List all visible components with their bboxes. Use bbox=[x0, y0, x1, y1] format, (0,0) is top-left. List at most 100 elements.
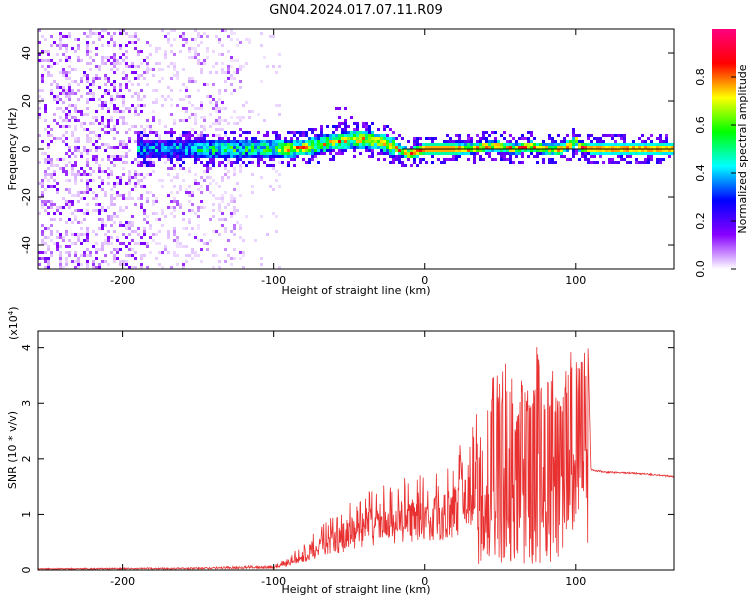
spectrogram-cell bbox=[218, 260, 221, 263]
spectrogram-cell bbox=[503, 143, 506, 146]
spectrogram-cell bbox=[308, 149, 311, 152]
y-tick-label: 40 bbox=[20, 46, 33, 60]
spectrogram-cell bbox=[152, 164, 155, 167]
spectrogram-cell bbox=[92, 197, 95, 200]
spectrogram-cell bbox=[176, 173, 179, 176]
spectrogram-cell bbox=[167, 65, 170, 68]
spectrogram-cell bbox=[59, 98, 62, 101]
spectrogram-cell bbox=[95, 149, 98, 152]
spectrogram-cell bbox=[101, 107, 104, 110]
spectrogram-cell bbox=[356, 125, 359, 128]
spectrogram-cell bbox=[485, 140, 488, 143]
spectrogram-cell bbox=[155, 140, 158, 143]
spectrogram-cell bbox=[173, 65, 176, 68]
spectrogram-cell bbox=[62, 74, 65, 77]
spectrogram-cell bbox=[230, 263, 233, 266]
spectrogram-cell bbox=[176, 137, 179, 140]
spectrogram-cell bbox=[263, 155, 266, 158]
colorbar: 0.00.20.40.60.8 Normalized spectral ampl… bbox=[694, 29, 749, 278]
spectrogram-cell bbox=[323, 146, 326, 149]
spectrogram-cell bbox=[89, 98, 92, 101]
spectrogram-cell bbox=[137, 227, 140, 230]
spectrogram-cell bbox=[140, 134, 143, 137]
spectrogram-cell bbox=[428, 137, 431, 140]
spectrogram-cell bbox=[107, 176, 110, 179]
spectrogram-cell bbox=[104, 92, 107, 95]
spectrogram-cell bbox=[518, 143, 521, 146]
spectrogram-cell bbox=[572, 137, 575, 140]
colorbar-gradient bbox=[712, 29, 736, 269]
spectrogram-cell bbox=[593, 152, 596, 155]
spectrogram-cell bbox=[134, 47, 137, 50]
spectrogram-cell bbox=[152, 194, 155, 197]
spectrogram-cell bbox=[98, 167, 101, 170]
spectrogram-cell bbox=[77, 170, 80, 173]
spectrogram-cell bbox=[209, 158, 212, 161]
spectrogram-cell bbox=[491, 158, 494, 161]
spectrogram-cell bbox=[395, 143, 398, 146]
spectrogram-cell bbox=[119, 260, 122, 263]
spectrogram-cell bbox=[83, 122, 86, 125]
spectrogram-cell bbox=[365, 140, 368, 143]
spectrogram-cell bbox=[368, 128, 371, 131]
spectrogram-cell bbox=[197, 254, 200, 257]
spectrogram-cell bbox=[50, 128, 53, 131]
spectrogram-cell bbox=[71, 260, 74, 263]
spectrogram-cell bbox=[599, 152, 602, 155]
spectrogram-cell bbox=[68, 239, 71, 242]
spectrogram-cell bbox=[599, 140, 602, 143]
spectrogram-cell bbox=[158, 242, 161, 245]
spectrogram-cell bbox=[128, 191, 131, 194]
spectrogram-cell bbox=[83, 239, 86, 242]
spectrogram-cell bbox=[344, 107, 347, 110]
spectrogram-cell bbox=[437, 143, 440, 146]
spectrogram-cell bbox=[71, 170, 74, 173]
x-tick-label: -100 bbox=[261, 274, 286, 287]
spectrogram-cell bbox=[611, 152, 614, 155]
spectrogram-cell bbox=[665, 143, 668, 146]
spectrogram-cell bbox=[470, 137, 473, 140]
spectrogram-cell bbox=[80, 80, 83, 83]
spectrogram-cell bbox=[278, 152, 281, 155]
spectrogram-cell bbox=[197, 158, 200, 161]
spectrogram-cell bbox=[119, 143, 122, 146]
spectrogram-cell bbox=[557, 149, 560, 152]
spectrogram-cell bbox=[572, 143, 575, 146]
spectrogram-cell bbox=[281, 149, 284, 152]
spectrogram-cell bbox=[104, 56, 107, 59]
spectrogram-cell bbox=[350, 140, 353, 143]
spectrogram-cell bbox=[317, 146, 320, 149]
spectrogram-cell bbox=[656, 143, 659, 146]
spectrogram-cell bbox=[71, 242, 74, 245]
spectrogram-cell bbox=[89, 131, 92, 134]
spectrogram-cell bbox=[293, 164, 296, 167]
spectrogram-cell bbox=[194, 146, 197, 149]
spectrogram-cell bbox=[68, 59, 71, 62]
spectrogram-cell bbox=[44, 158, 47, 161]
spectrogram-cell bbox=[308, 146, 311, 149]
spectrogram-cell bbox=[53, 179, 56, 182]
spectrogram-cell bbox=[368, 143, 371, 146]
spectrogram-cell bbox=[242, 131, 245, 134]
spectrogram-cell bbox=[212, 134, 215, 137]
spectrogram-cell bbox=[206, 143, 209, 146]
spectrogram-cell bbox=[50, 251, 53, 254]
spectrogram-cell bbox=[59, 59, 62, 62]
spectrogram-cell bbox=[146, 125, 149, 128]
spectrogram-cell bbox=[383, 146, 386, 149]
spectrogram-cell bbox=[623, 143, 626, 146]
spectrogram-cell bbox=[116, 62, 119, 65]
spectrogram-cell bbox=[440, 146, 443, 149]
spectrogram-cell bbox=[143, 155, 146, 158]
spectrogram-cell bbox=[68, 98, 71, 101]
spectrogram-cell bbox=[131, 197, 134, 200]
spectrogram-cell bbox=[47, 248, 50, 251]
spectrogram-cell bbox=[320, 149, 323, 152]
spectrogram-cell bbox=[134, 110, 137, 113]
spectrogram-cell bbox=[233, 224, 236, 227]
spectrogram-cell bbox=[71, 116, 74, 119]
spectrogram-cell bbox=[179, 185, 182, 188]
spectrogram-cell bbox=[164, 50, 167, 53]
spectrogram-cell bbox=[470, 143, 473, 146]
spectrogram-cell bbox=[293, 149, 296, 152]
